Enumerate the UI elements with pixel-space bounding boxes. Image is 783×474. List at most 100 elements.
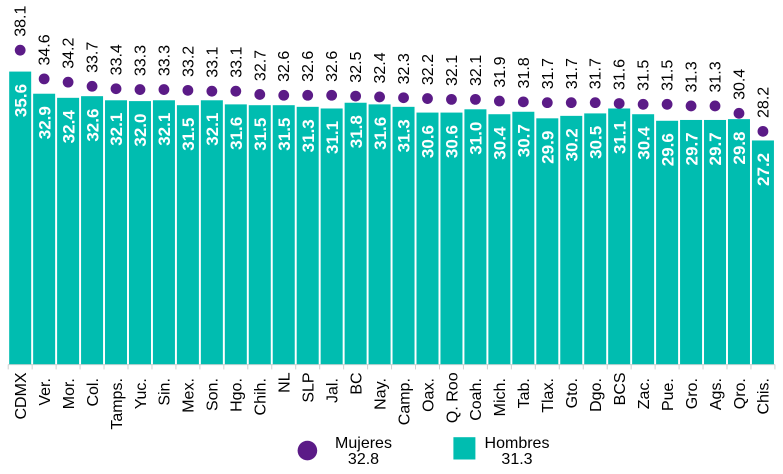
svg-text:32.9: 32.9 bbox=[35, 106, 54, 139]
svg-text:32.4: 32.4 bbox=[59, 110, 78, 144]
svg-text:Chih.: Chih. bbox=[253, 378, 270, 415]
svg-text:33.1: 33.1 bbox=[228, 47, 245, 78]
svg-text:Hombres: Hombres bbox=[485, 435, 550, 452]
svg-text:30.2: 30.2 bbox=[562, 128, 581, 161]
svg-text:31.7: 31.7 bbox=[540, 58, 557, 89]
svg-text:32.6: 32.6 bbox=[300, 51, 317, 82]
svg-text:30.6: 30.6 bbox=[443, 125, 462, 158]
svg-text:Tamps.: Tamps. bbox=[109, 378, 126, 430]
svg-text:29.7: 29.7 bbox=[682, 132, 701, 165]
svg-text:31.8: 31.8 bbox=[347, 115, 366, 148]
svg-text:Son.: Son. bbox=[205, 378, 222, 411]
svg-text:29.7: 29.7 bbox=[706, 132, 725, 165]
svg-text:Gro.: Gro. bbox=[684, 378, 701, 409]
svg-text:33.3: 33.3 bbox=[156, 45, 173, 76]
svg-text:33.1: 33.1 bbox=[204, 47, 221, 78]
svg-text:Sin.: Sin. bbox=[157, 378, 174, 406]
svg-text:Yuc.: Yuc. bbox=[133, 378, 150, 409]
svg-text:32.6: 32.6 bbox=[324, 51, 341, 82]
svg-text:31.3: 31.3 bbox=[299, 119, 318, 152]
svg-text:32.7: 32.7 bbox=[252, 50, 269, 81]
svg-text:Camp.: Camp. bbox=[396, 378, 413, 425]
svg-text:31.5: 31.5 bbox=[660, 60, 677, 91]
svg-text:34.6: 34.6 bbox=[37, 34, 54, 65]
svg-text:Zac.: Zac. bbox=[636, 378, 653, 409]
svg-text:Mujeres: Mujeres bbox=[335, 435, 392, 452]
svg-text:30.5: 30.5 bbox=[586, 126, 605, 159]
svg-text:31.5: 31.5 bbox=[179, 118, 198, 151]
svg-text:Hgo.: Hgo. bbox=[229, 378, 246, 412]
svg-text:Ags.: Ags. bbox=[708, 378, 725, 410]
svg-text:Coah.: Coah. bbox=[468, 378, 485, 421]
svg-text:31.3: 31.3 bbox=[684, 61, 701, 92]
svg-text:Chis.: Chis. bbox=[756, 378, 773, 414]
svg-text:32.3: 32.3 bbox=[396, 53, 413, 84]
svg-text:31.7: 31.7 bbox=[588, 58, 605, 89]
svg-text:31.1: 31.1 bbox=[323, 121, 342, 154]
svg-text:Gto.: Gto. bbox=[564, 378, 581, 408]
svg-text:30.4: 30.4 bbox=[731, 69, 748, 100]
svg-text:33.7: 33.7 bbox=[85, 42, 102, 73]
svg-text:29.6: 29.6 bbox=[658, 133, 677, 166]
svg-text:32.1: 32.1 bbox=[444, 55, 461, 86]
svg-text:CDMX: CDMX bbox=[13, 372, 30, 419]
svg-text:32.1: 32.1 bbox=[468, 55, 485, 86]
svg-text:28.2: 28.2 bbox=[755, 87, 772, 118]
svg-text:31.8: 31.8 bbox=[516, 57, 533, 88]
svg-text:32.1: 32.1 bbox=[107, 113, 126, 146]
svg-text:Tab.: Tab. bbox=[516, 378, 533, 408]
svg-text:32.6: 32.6 bbox=[276, 51, 293, 82]
svg-text:SLP: SLP bbox=[301, 372, 318, 402]
svg-text:30.6: 30.6 bbox=[419, 125, 438, 158]
svg-text:27.2: 27.2 bbox=[754, 153, 773, 186]
svg-text:32.6: 32.6 bbox=[83, 109, 102, 142]
svg-text:31.9: 31.9 bbox=[492, 56, 509, 87]
svg-text:31.5: 31.5 bbox=[275, 118, 294, 151]
svg-text:Dgo.: Dgo. bbox=[588, 378, 605, 412]
svg-text:32.1: 32.1 bbox=[155, 113, 174, 146]
svg-text:Q. Roo: Q. Roo bbox=[444, 372, 461, 423]
svg-text:NL: NL bbox=[277, 372, 294, 393]
svg-text:Qro.: Qro. bbox=[732, 378, 749, 409]
svg-text:30.4: 30.4 bbox=[491, 126, 510, 160]
svg-text:30.4: 30.4 bbox=[634, 126, 653, 160]
svg-text:32.5: 32.5 bbox=[348, 51, 365, 82]
svg-text:32.1: 32.1 bbox=[203, 113, 222, 146]
svg-text:33.2: 33.2 bbox=[180, 46, 197, 77]
svg-text:29.9: 29.9 bbox=[539, 131, 558, 164]
svg-text:Pue.: Pue. bbox=[660, 378, 677, 411]
svg-text:Tlax.: Tlax. bbox=[540, 378, 557, 413]
svg-text:33.4: 33.4 bbox=[109, 44, 126, 75]
svg-text:31.1: 31.1 bbox=[610, 121, 629, 154]
svg-text:31.3: 31.3 bbox=[501, 451, 532, 468]
svg-text:31.6: 31.6 bbox=[612, 59, 629, 90]
svg-text:32.4: 32.4 bbox=[372, 52, 389, 83]
svg-text:35.6: 35.6 bbox=[11, 84, 30, 117]
svg-text:Oax.: Oax. bbox=[420, 378, 437, 412]
svg-text:33.3: 33.3 bbox=[132, 45, 149, 76]
svg-text:30.7: 30.7 bbox=[515, 124, 534, 157]
svg-text:34.2: 34.2 bbox=[61, 38, 78, 69]
svg-text:31.0: 31.0 bbox=[467, 122, 486, 155]
svg-text:31.6: 31.6 bbox=[371, 117, 390, 150]
svg-text:Col.: Col. bbox=[85, 378, 102, 406]
svg-text:31.5: 31.5 bbox=[251, 118, 270, 151]
svg-text:31.5: 31.5 bbox=[636, 60, 653, 91]
svg-text:38.1: 38.1 bbox=[13, 6, 30, 37]
svg-text:32.8: 32.8 bbox=[348, 451, 379, 468]
svg-text:Mex.: Mex. bbox=[181, 378, 198, 413]
svg-text:BC: BC bbox=[348, 372, 365, 394]
svg-text:29.8: 29.8 bbox=[730, 132, 749, 165]
svg-text:31.3: 31.3 bbox=[395, 119, 414, 152]
svg-text:Mor.: Mor. bbox=[61, 378, 78, 409]
svg-text:Jal.: Jal. bbox=[324, 378, 341, 403]
svg-text:Nay.: Nay. bbox=[372, 378, 389, 410]
svg-text:31.3: 31.3 bbox=[708, 61, 725, 92]
svg-text:31.7: 31.7 bbox=[564, 58, 581, 89]
svg-text:31.6: 31.6 bbox=[227, 117, 246, 150]
svg-text:Mich.: Mich. bbox=[492, 378, 509, 416]
svg-text:Ver.: Ver. bbox=[37, 378, 54, 406]
svg-text:32.0: 32.0 bbox=[131, 114, 150, 147]
svg-text:BCS: BCS bbox=[612, 372, 629, 405]
svg-text:32.2: 32.2 bbox=[420, 54, 437, 85]
